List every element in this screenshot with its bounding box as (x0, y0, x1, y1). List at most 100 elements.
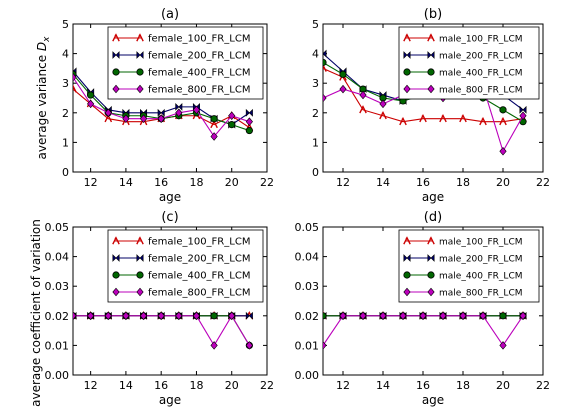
legend-marker (403, 236, 411, 245)
panel-title: (d) (424, 210, 442, 225)
y-tick-label: 5 (62, 18, 69, 31)
data-point (228, 311, 236, 321)
x-axis-label: age (422, 190, 444, 204)
plot-frame (72, 23, 268, 173)
data-point (339, 70, 347, 78)
legend-marker (403, 51, 411, 59)
y-tick-label: 4 (312, 48, 319, 61)
chart-panel-1: (b)12 14 16 18 20 22012345agemale_100_FR_LCMm… (312, 7, 550, 204)
data-point (479, 311, 487, 321)
y-tick-label: 0.02 (295, 310, 320, 323)
data-point (175, 102, 183, 111)
y-tick-label: 0.00 (295, 369, 320, 382)
x-tick-label: 16 (416, 379, 430, 392)
legend: male_100_FR_LCM male_200_FR_LCM male_400_F… (398, 26, 540, 100)
legend-marker (136, 287, 144, 297)
legend: female_100_FR_LCM female_200_FR_LCMfemale… (107, 229, 264, 303)
data-point (459, 311, 467, 321)
x-tick-label: 12 (336, 379, 350, 392)
legend-marker (112, 236, 120, 245)
x-tick-label: 18 (189, 176, 203, 189)
data-point (519, 105, 527, 114)
data-point (479, 116, 487, 126)
data-point (339, 311, 347, 321)
data-point (175, 108, 183, 118)
data-point (210, 132, 218, 141)
data-point (499, 147, 507, 156)
y-tick-label: 0.04 (295, 251, 320, 264)
x-tick-label: 12 (84, 379, 98, 392)
y-label-text: average variance (35, 51, 49, 159)
y-tick-label: 0.04 (45, 251, 70, 264)
legend-marker (403, 254, 411, 262)
legend-marker (112, 84, 120, 94)
data-point (499, 312, 507, 320)
legend-entry: female_200_FR_LCM (148, 51, 250, 62)
x-tick-label: 16 (154, 379, 168, 392)
legend-marker (427, 68, 435, 76)
legend-marker (427, 254, 435, 262)
data-point (139, 311, 148, 321)
y-tick-label: 3 (62, 77, 69, 90)
legend-entry: female_100_FR_LCM (148, 34, 250, 45)
data-point (379, 99, 387, 109)
series-line (73, 314, 250, 347)
data-point (323, 312, 327, 320)
x-tick-label: 16 (154, 176, 168, 189)
y-tick-label: 0.01 (295, 339, 320, 352)
legend-entry: female_100_FR_LCM (148, 237, 250, 248)
data-point (73, 84, 77, 93)
data-point (499, 106, 507, 114)
legend-box (107, 26, 264, 100)
data-point (499, 116, 507, 126)
data-point (379, 311, 387, 321)
x-tick-label: 14 (376, 176, 390, 189)
legend-marker (136, 271, 144, 279)
y-tick-label: 1 (62, 136, 69, 149)
data-point (139, 114, 148, 123)
legend-marker (112, 271, 120, 279)
chart-panel-2: (c)12 14 16 18 20 220.000.010.020.030.040.05a… (29, 210, 274, 407)
data-point (419, 311, 427, 321)
legend-marker (136, 33, 144, 42)
panel-title: (c) (161, 210, 178, 225)
legend-marker (403, 68, 411, 76)
data-point (359, 311, 367, 321)
data-point (323, 93, 327, 103)
y-axis-label: average coefficient of variation (29, 219, 43, 407)
series-3 (73, 311, 253, 350)
data-point (157, 108, 165, 117)
legend: male_100_FR_LCM male_200_FR_LCM male_400_F… (398, 229, 540, 303)
data-point (519, 311, 527, 321)
legend-marker (427, 271, 435, 279)
panel-title: (a) (161, 7, 179, 22)
legend-marker (136, 254, 144, 262)
legend-entry: female_400_FR_LCM (148, 271, 250, 282)
y-tick-label: 0 (62, 166, 69, 179)
y-axis-label: average variance Dx (35, 36, 52, 160)
y-tick-label: 0.03 (295, 280, 320, 293)
legend-entry: male_400_FR_LCM (439, 272, 523, 282)
data-point (87, 311, 95, 321)
data-point (228, 111, 236, 121)
x-axis-label: age (422, 393, 444, 407)
x-tick-label: 12 (336, 176, 350, 189)
legend-marker (136, 51, 144, 59)
legend-marker (427, 51, 435, 59)
x-axis-label: age (159, 393, 181, 407)
series-3 (323, 311, 527, 350)
x-tick-label: 12 (84, 176, 98, 189)
x-tick-label: 14 (119, 176, 133, 189)
legend-marker (403, 271, 411, 279)
legend-marker (112, 68, 120, 76)
data-point (210, 115, 218, 123)
y-tick-label: 0.02 (45, 310, 70, 323)
data-point (323, 49, 327, 58)
data-point (157, 114, 165, 123)
legend-entry: male_200_FR_LCM (439, 255, 523, 265)
legend-entry: female_400_FR_LCM (148, 68, 250, 79)
y-tick-label: 4 (62, 48, 69, 61)
legend-marker (427, 84, 435, 94)
